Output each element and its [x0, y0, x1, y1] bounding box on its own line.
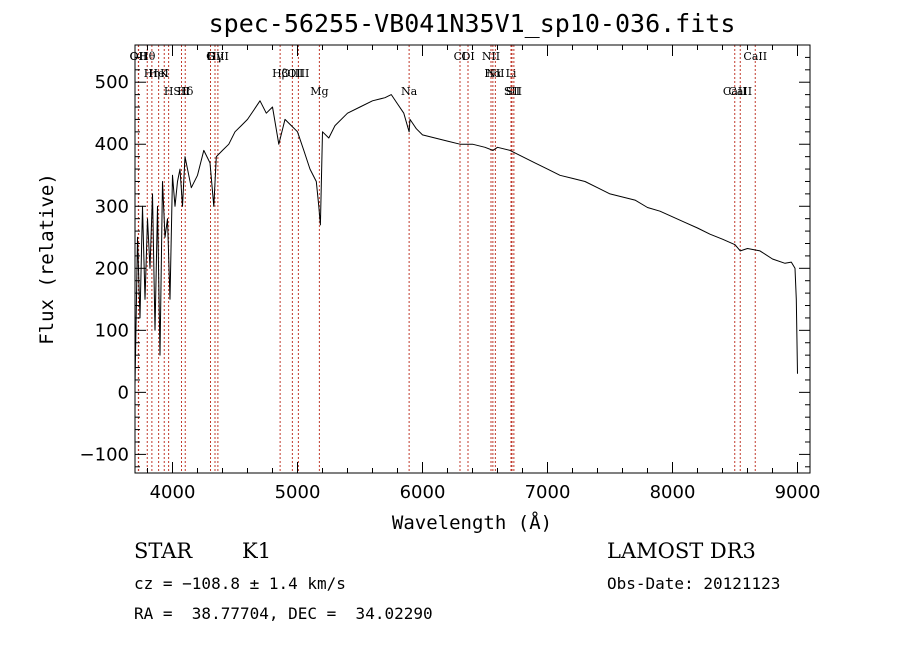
- series-layer: [134, 94, 798, 387]
- line-label: G: [206, 50, 215, 63]
- line-label: Hγ: [207, 50, 224, 63]
- line-label: SII: [504, 85, 520, 98]
- x-tick-label: 7000: [525, 482, 571, 503]
- chart-title: spec-56255-VB041N35V1_sp10-036.fits: [209, 9, 736, 38]
- y-tick-label: 200: [95, 258, 129, 279]
- plot-frame: [134, 44, 811, 474]
- spectral-line-markers: HθKHδOIIIOIIICaIIOIIHeISIIHγOIIINaCIHαSI…: [130, 45, 767, 473]
- line-label: SII: [173, 85, 189, 98]
- line-label: H: [164, 85, 174, 98]
- survey-name: LAMOST DR3: [607, 539, 756, 563]
- y-tick-label: −100: [80, 444, 129, 465]
- line-label: CI: [454, 50, 467, 63]
- object-subclass: K1: [242, 539, 272, 563]
- line-label: K: [160, 67, 169, 80]
- line-label: CaII: [743, 50, 767, 63]
- line-label: Mg: [310, 85, 328, 98]
- line-label: HeI: [148, 67, 168, 80]
- line-label: NII: [486, 67, 504, 80]
- object-class: STAR: [134, 539, 193, 563]
- y-tick-label: 300: [95, 196, 129, 217]
- x-tick-label: 9000: [775, 482, 821, 503]
- line-label: SII: [506, 85, 522, 98]
- x-tick-label: 6000: [400, 482, 446, 503]
- y-axis-label: Flux (relative): [36, 173, 58, 345]
- line-label: OII: [130, 50, 148, 63]
- x-tick-label: 5000: [275, 482, 321, 503]
- sky-coordinates: RA = 38.77704, DEC = 34.02290: [134, 604, 433, 623]
- y-tick-label: 500: [95, 72, 129, 93]
- y-tick-label: 400: [95, 134, 129, 155]
- axis-ticks: 4000 5000 6000 7000 8000 9000 −100 0 100 200 300 40…: [80, 44, 821, 503]
- line-label: Li: [506, 67, 517, 80]
- y-tick-label: 0: [118, 382, 129, 403]
- line-label: Hα: [484, 67, 502, 80]
- line-label: OIII: [287, 67, 309, 80]
- x-axis-label: Wavelength (Å): [392, 511, 552, 534]
- y-tick-label: 100: [95, 320, 129, 341]
- line-label: Na: [401, 85, 418, 98]
- line-label: OIII: [207, 50, 229, 63]
- redshift-velocity: cz = −108.8 ± 1.4 km/s: [134, 574, 346, 593]
- line-label: OI: [461, 50, 474, 63]
- x-tick-label: 4000: [150, 482, 196, 503]
- line-label: OII: [130, 50, 148, 63]
- line-label: Hη: [144, 67, 160, 80]
- spectrum-series-line: [134, 94, 798, 387]
- line-label: CaII: [723, 85, 747, 98]
- observation-date: Obs-Date: 20121123: [607, 574, 781, 593]
- line-label: Hβ: [272, 67, 288, 80]
- line-label: NII: [482, 50, 500, 63]
- x-tick-label: 8000: [650, 482, 696, 503]
